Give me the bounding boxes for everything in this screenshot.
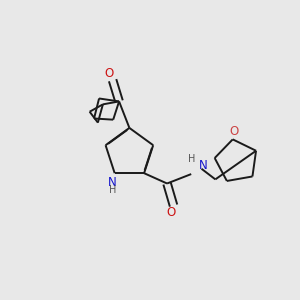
Text: O: O [104,67,114,80]
Text: N: N [199,159,207,172]
Text: H: H [109,185,116,195]
Text: O: O [230,124,239,138]
Text: N: N [108,176,117,189]
Text: H: H [188,154,196,164]
Text: O: O [166,206,175,219]
